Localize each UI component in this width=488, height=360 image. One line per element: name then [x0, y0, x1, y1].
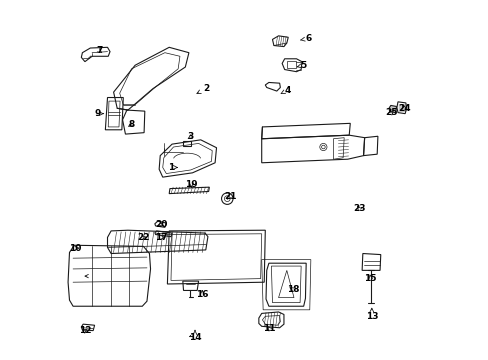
- Text: 14: 14: [188, 330, 201, 342]
- Text: 21: 21: [224, 192, 236, 201]
- Text: 19: 19: [185, 180, 197, 189]
- Text: 18: 18: [286, 285, 299, 294]
- Text: 4: 4: [281, 86, 290, 95]
- Text: 2: 2: [197, 84, 209, 94]
- Text: 6: 6: [300, 34, 311, 43]
- Bar: [286, 61, 295, 68]
- Text: 15: 15: [364, 274, 376, 283]
- Text: 25: 25: [385, 108, 397, 117]
- Text: 8: 8: [128, 120, 134, 129]
- Text: 9: 9: [94, 109, 103, 118]
- Text: 3: 3: [187, 132, 193, 141]
- Text: 24: 24: [397, 104, 409, 113]
- Text: 17: 17: [155, 233, 167, 242]
- Text: 12: 12: [79, 326, 91, 335]
- Text: 20: 20: [155, 220, 167, 229]
- Text: 1: 1: [167, 163, 177, 172]
- Text: 22: 22: [137, 233, 149, 242]
- Text: 7: 7: [96, 46, 102, 55]
- Bar: [183, 140, 190, 145]
- Text: 10: 10: [69, 244, 81, 253]
- Text: 11: 11: [263, 324, 275, 333]
- Text: 23: 23: [352, 204, 365, 213]
- Text: 16: 16: [196, 289, 208, 298]
- Text: 13: 13: [365, 308, 377, 321]
- Text: 5: 5: [297, 61, 306, 70]
